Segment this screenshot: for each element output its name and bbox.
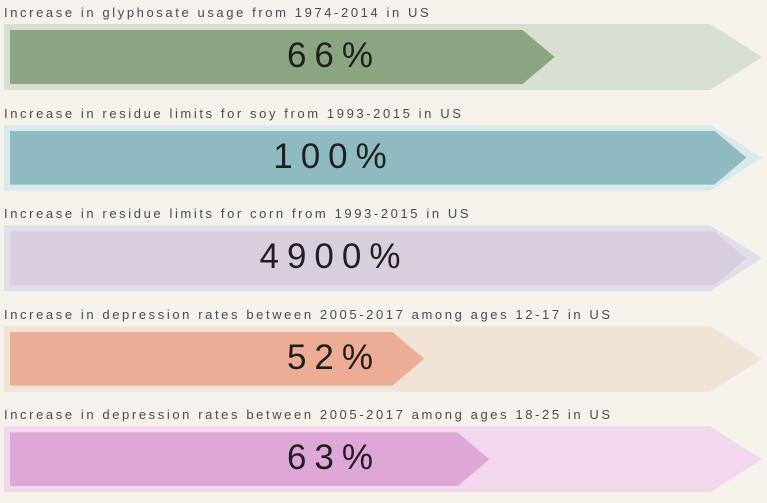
- bar-fill: [10, 231, 746, 285]
- bar-fill: [10, 332, 424, 386]
- bar-area: 4900%: [0, 225, 767, 291]
- chart-row: Increase in residue limits for corn from…: [0, 201, 767, 302]
- chart-row: Increase in depression rates between 200…: [0, 402, 767, 503]
- bar-fill: [10, 30, 555, 84]
- bar-area: 100%: [0, 125, 767, 191]
- chart-row: Increase in glyphosate usage from 1974-2…: [0, 0, 767, 101]
- value-label: 66%: [286, 36, 382, 75]
- bar-fill: [10, 131, 746, 185]
- row-label: Increase in depression rates between 200…: [4, 306, 613, 322]
- row-label: Increase in residue limits for corn from…: [4, 206, 472, 222]
- chart-row: Increase in depression rates between 200…: [0, 302, 767, 403]
- row-label: Increase in residue limits for soy from …: [4, 105, 464, 121]
- value-label: 52%: [286, 337, 382, 377]
- bar-area: 63%: [0, 426, 767, 492]
- bar-area: 66%: [0, 24, 767, 90]
- chart-row: Increase in residue limits for soy from …: [0, 101, 767, 202]
- value-label: 100%: [273, 136, 395, 176]
- value-label: 4900%: [259, 237, 409, 277]
- value-label: 63%: [286, 438, 382, 478]
- bar-area: 52%: [0, 326, 767, 392]
- bar-fill: [10, 432, 489, 486]
- row-label: Increase in glyphosate usage from 1974-2…: [4, 5, 432, 20]
- row-label: Increase in depression rates between 200…: [4, 407, 613, 423]
